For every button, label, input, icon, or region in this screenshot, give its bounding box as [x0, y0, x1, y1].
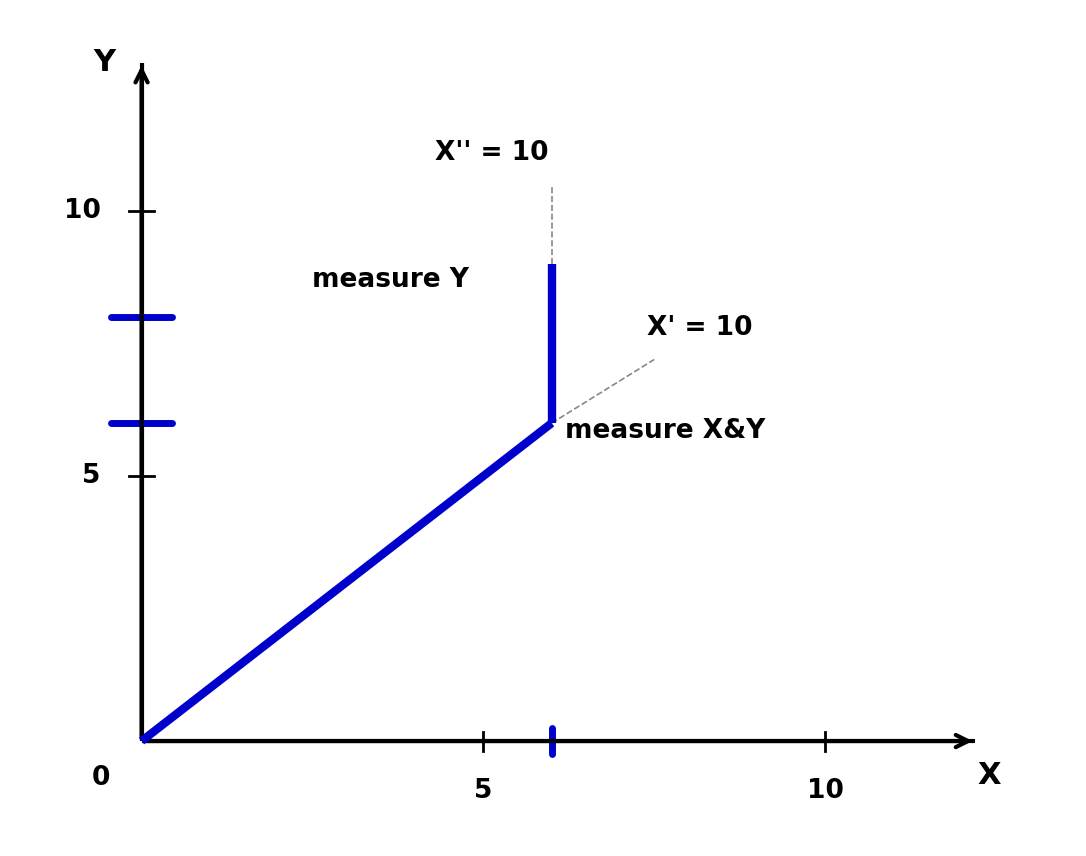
Text: measure Y: measure Y	[313, 267, 469, 293]
Text: Y: Y	[93, 48, 115, 77]
Text: X'' = 10: X'' = 10	[435, 140, 548, 166]
Text: X: X	[977, 761, 1001, 790]
Text: measure X&Y: measure X&Y	[566, 418, 766, 444]
Text: 10: 10	[807, 778, 844, 804]
Text: X' = 10: X' = 10	[647, 315, 753, 341]
Text: 10: 10	[64, 198, 101, 224]
Text: 5: 5	[83, 463, 101, 489]
Text: 5: 5	[475, 778, 492, 804]
Text: 0: 0	[91, 765, 110, 791]
